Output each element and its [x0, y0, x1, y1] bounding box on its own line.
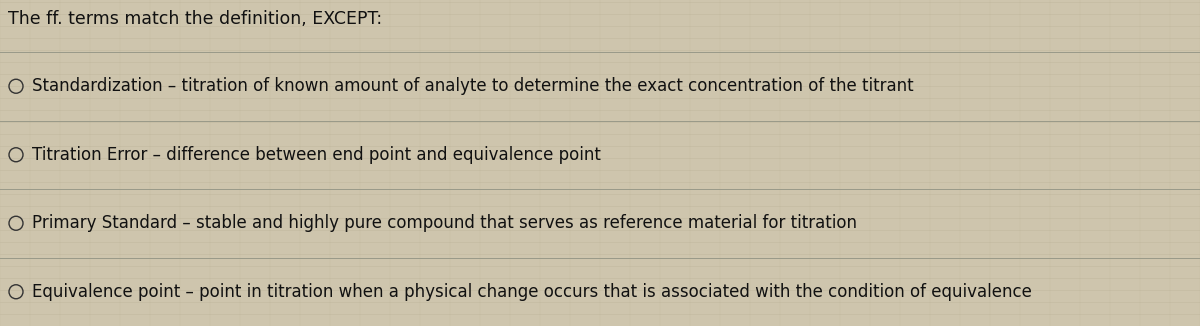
Text: Primary Standard – stable and highly pure compound that serves as reference mate: Primary Standard – stable and highly pur…	[32, 214, 857, 232]
Text: Titration Error – difference between end point and equivalence point: Titration Error – difference between end…	[32, 146, 601, 164]
Text: The ff. terms match the definition, EXCEPT:: The ff. terms match the definition, EXCE…	[8, 10, 382, 28]
Text: Standardization – titration of known amount of analyte to determine the exact co: Standardization – titration of known amo…	[32, 77, 913, 95]
Text: Equivalence point – point in titration when a physical change occurs that is ass: Equivalence point – point in titration w…	[32, 283, 1032, 301]
